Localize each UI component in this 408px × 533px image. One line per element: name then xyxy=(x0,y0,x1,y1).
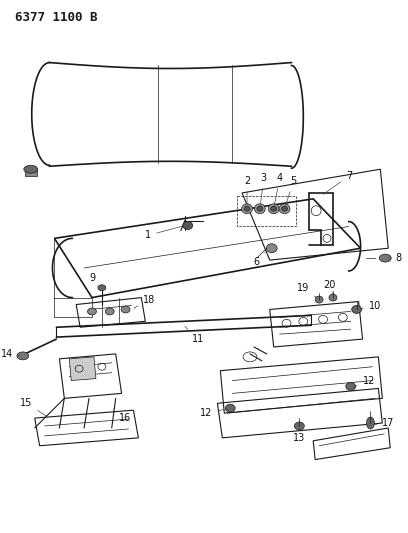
Ellipse shape xyxy=(257,206,263,211)
Ellipse shape xyxy=(295,422,304,430)
Text: 12: 12 xyxy=(353,376,375,387)
Text: 16: 16 xyxy=(114,408,131,423)
Ellipse shape xyxy=(346,383,356,391)
Ellipse shape xyxy=(121,306,130,313)
Text: 3: 3 xyxy=(260,173,267,206)
Text: 9: 9 xyxy=(89,273,100,287)
Ellipse shape xyxy=(225,404,235,412)
Ellipse shape xyxy=(279,204,290,214)
Text: 15: 15 xyxy=(20,398,47,417)
Ellipse shape xyxy=(255,204,265,214)
Text: 17: 17 xyxy=(373,418,395,428)
Ellipse shape xyxy=(98,285,106,290)
Ellipse shape xyxy=(329,294,337,301)
Text: 18: 18 xyxy=(134,295,155,308)
Ellipse shape xyxy=(271,206,277,211)
Text: 11: 11 xyxy=(185,326,204,344)
Ellipse shape xyxy=(366,417,375,429)
Ellipse shape xyxy=(17,352,29,360)
Text: 14: 14 xyxy=(1,349,20,359)
Ellipse shape xyxy=(266,244,277,253)
Text: 5: 5 xyxy=(286,176,297,206)
Ellipse shape xyxy=(242,204,253,214)
Text: 12: 12 xyxy=(200,408,228,418)
Text: 2: 2 xyxy=(244,176,250,206)
Ellipse shape xyxy=(282,206,288,211)
Polygon shape xyxy=(25,169,37,176)
Text: 7: 7 xyxy=(324,171,352,195)
Ellipse shape xyxy=(244,206,250,211)
Text: 4: 4 xyxy=(274,173,283,206)
Ellipse shape xyxy=(379,254,391,262)
Ellipse shape xyxy=(352,305,361,313)
Ellipse shape xyxy=(105,308,114,315)
Ellipse shape xyxy=(88,308,96,315)
Ellipse shape xyxy=(268,204,279,214)
Text: 1: 1 xyxy=(145,226,182,240)
Text: 8: 8 xyxy=(388,253,401,263)
Text: 10: 10 xyxy=(359,302,381,311)
Ellipse shape xyxy=(315,296,323,303)
Ellipse shape xyxy=(24,165,38,173)
Ellipse shape xyxy=(183,222,193,230)
Text: 6: 6 xyxy=(254,252,265,267)
Text: 6377 1100 B: 6377 1100 B xyxy=(15,11,98,24)
Text: 20: 20 xyxy=(323,280,335,295)
Polygon shape xyxy=(69,357,96,381)
Text: 13: 13 xyxy=(293,430,306,443)
Text: 19: 19 xyxy=(297,282,317,298)
